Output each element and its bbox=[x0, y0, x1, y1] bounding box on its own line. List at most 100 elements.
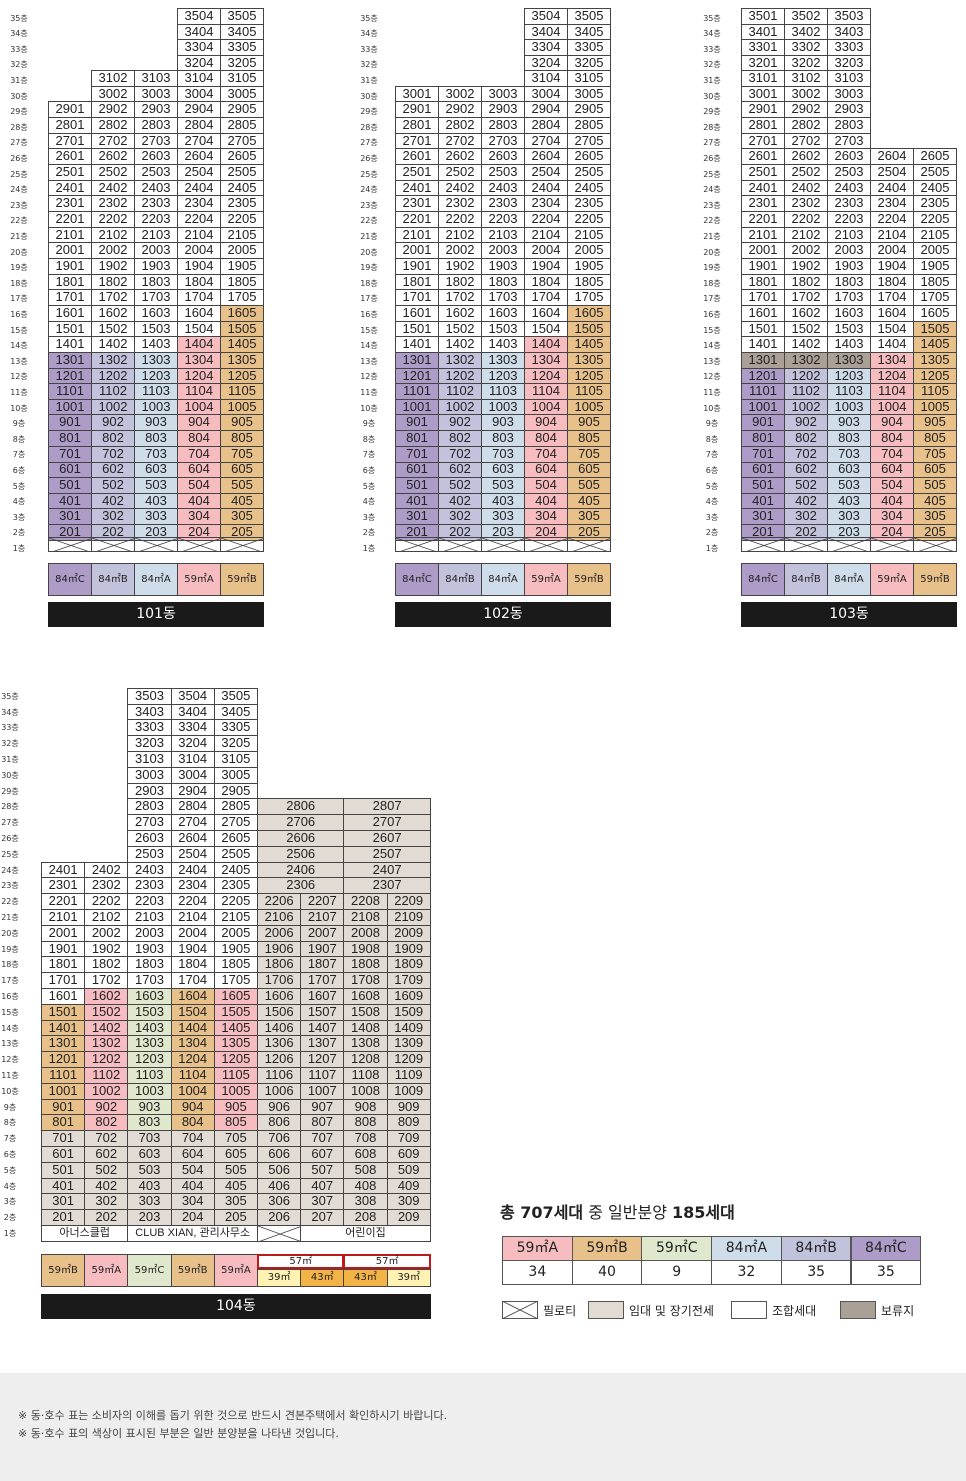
small-unit-legend: 39㎡ bbox=[386, 1269, 431, 1287]
unit-cell: 1008 bbox=[343, 1082, 388, 1100]
unit-cell: 805 bbox=[567, 430, 611, 447]
unit-cell: 3205 bbox=[220, 54, 264, 71]
unit-cell: 1104 bbox=[170, 1067, 215, 1084]
unit-cell: 1103 bbox=[827, 383, 871, 400]
type-legend-59A: 59㎡A bbox=[524, 563, 568, 596]
unit-cell: 701 bbox=[395, 446, 439, 463]
unit-cell: 2004 bbox=[170, 924, 215, 942]
unit-cell: 2801 bbox=[741, 117, 785, 134]
unit-cell: 2105 bbox=[567, 226, 611, 243]
unit-cell: 801 bbox=[48, 430, 92, 447]
unit-cell: 2201 bbox=[741, 211, 785, 228]
floor-label: 23층 bbox=[703, 200, 721, 210]
unit-cell: 2904 bbox=[177, 101, 221, 118]
building-name-bar: 103동 bbox=[741, 602, 957, 627]
unit-cell: 2205 bbox=[220, 211, 264, 228]
unit-cell: 1003 bbox=[481, 398, 525, 415]
unit-cell: 801 bbox=[41, 1114, 86, 1132]
floor-label: 32층 bbox=[10, 60, 28, 70]
unit-cell: 709 bbox=[386, 1130, 431, 1147]
unit-cell-wide: 2806 bbox=[257, 798, 345, 816]
unit-cell: 2209 bbox=[386, 893, 431, 910]
unit-cell: 1207 bbox=[300, 1051, 345, 1068]
floor-label: 15층 bbox=[703, 325, 721, 335]
unit-cell: 2205 bbox=[913, 211, 957, 228]
unit-cell: 3004 bbox=[177, 85, 221, 102]
unit-cell: 2205 bbox=[567, 211, 611, 228]
floor-label: 7층 bbox=[12, 450, 26, 460]
unit-cell: 1205 bbox=[213, 1051, 258, 1068]
unit-cell: 1904 bbox=[177, 258, 221, 275]
type-legend-84A: 84㎡A bbox=[827, 563, 871, 596]
unit-cell: 1305 bbox=[913, 352, 957, 369]
unit-cell: 705 bbox=[913, 446, 957, 463]
unit-cell: 1204 bbox=[170, 1051, 215, 1068]
unit-cell: 2801 bbox=[48, 117, 92, 134]
floor-label: 29층 bbox=[360, 107, 378, 117]
unit-cell: 409 bbox=[386, 1177, 431, 1195]
unit-cell: 1004 bbox=[170, 1082, 215, 1100]
floor-label: 35층 bbox=[360, 13, 378, 23]
unit-cell: 305 bbox=[220, 508, 264, 525]
unit-cell: 1502 bbox=[84, 1003, 129, 1021]
unit-cell: 705 bbox=[213, 1130, 258, 1147]
unit-cell: 3202 bbox=[784, 54, 828, 71]
unit-cell: 3102 bbox=[91, 70, 135, 87]
unit-cell: 402 bbox=[84, 1177, 129, 1195]
unit-cell: 905 bbox=[213, 1098, 258, 1116]
floor-label: 11층 bbox=[360, 388, 378, 397]
unit-cell: 301 bbox=[741, 508, 785, 525]
type-legend-84A: 84㎡A bbox=[481, 563, 525, 596]
floor-label: 22층 bbox=[1, 897, 19, 907]
unit-cell: 2903 bbox=[134, 101, 178, 118]
unit-cell: 405 bbox=[567, 492, 611, 509]
floor-label: 30층 bbox=[360, 91, 378, 101]
floor-label: 12층 bbox=[10, 372, 28, 382]
floor-label: 33층 bbox=[1, 723, 19, 733]
unit-cell: 2803 bbox=[127, 798, 172, 816]
floor-label: 29층 bbox=[10, 107, 28, 117]
unit-cell: 803 bbox=[134, 430, 178, 447]
unit-cell: 2103 bbox=[134, 226, 178, 243]
floor-label: 28층 bbox=[360, 122, 378, 132]
unit-cell: 3504 bbox=[177, 8, 221, 25]
unit-cell: 2001 bbox=[395, 242, 439, 259]
building-name-bar: 101동 bbox=[48, 602, 264, 627]
unit-cell: 2704 bbox=[524, 132, 568, 149]
floor-label: 35층 bbox=[703, 13, 721, 23]
unit-cell: 1306 bbox=[257, 1035, 302, 1053]
unit-cell: 2108 bbox=[343, 909, 388, 926]
unit-cell: 2903 bbox=[827, 101, 871, 118]
unit-cell: 1504 bbox=[170, 1003, 215, 1021]
floor-label: 21층 bbox=[703, 232, 721, 241]
unit-cell: 902 bbox=[784, 414, 828, 431]
unit-cell: 605 bbox=[220, 461, 264, 478]
unit-cell: 504 bbox=[177, 477, 221, 494]
unit-cell: 2202 bbox=[84, 893, 129, 910]
unit-cell: 1001 bbox=[395, 398, 439, 415]
unit-cell: 2004 bbox=[870, 242, 914, 259]
unit-cell: 605 bbox=[567, 461, 611, 478]
unit-cell: 2403 bbox=[134, 179, 178, 196]
unit-cell: 2505 bbox=[913, 164, 957, 181]
unit-cell: 2104 bbox=[870, 226, 914, 243]
key-swatch-pilotis bbox=[502, 1301, 538, 1319]
unit-cell: 2702 bbox=[91, 132, 135, 149]
unit-cell: 2401 bbox=[41, 861, 86, 879]
floor-label: 26층 bbox=[1, 834, 19, 843]
unit-cell: 2106 bbox=[257, 909, 302, 926]
unit-cell: 201 bbox=[41, 1209, 86, 1226]
floor-label: 9층 bbox=[12, 419, 26, 429]
unit-cell: 3405 bbox=[567, 23, 611, 40]
pilotis-cell bbox=[524, 536, 568, 552]
unit-cell: 1904 bbox=[170, 940, 215, 958]
unit-cell: 1202 bbox=[84, 1051, 129, 1068]
unit-cell: 1302 bbox=[84, 1035, 129, 1053]
unit-cell: 1602 bbox=[91, 305, 135, 322]
unit-cell: 1209 bbox=[386, 1051, 431, 1068]
unit-cell: 805 bbox=[220, 430, 264, 447]
floor-label: 35층 bbox=[10, 13, 28, 23]
floor-label: 34층 bbox=[703, 29, 721, 39]
unit-cell: 1301 bbox=[41, 1035, 86, 1053]
unit-cell: 2401 bbox=[741, 179, 785, 196]
